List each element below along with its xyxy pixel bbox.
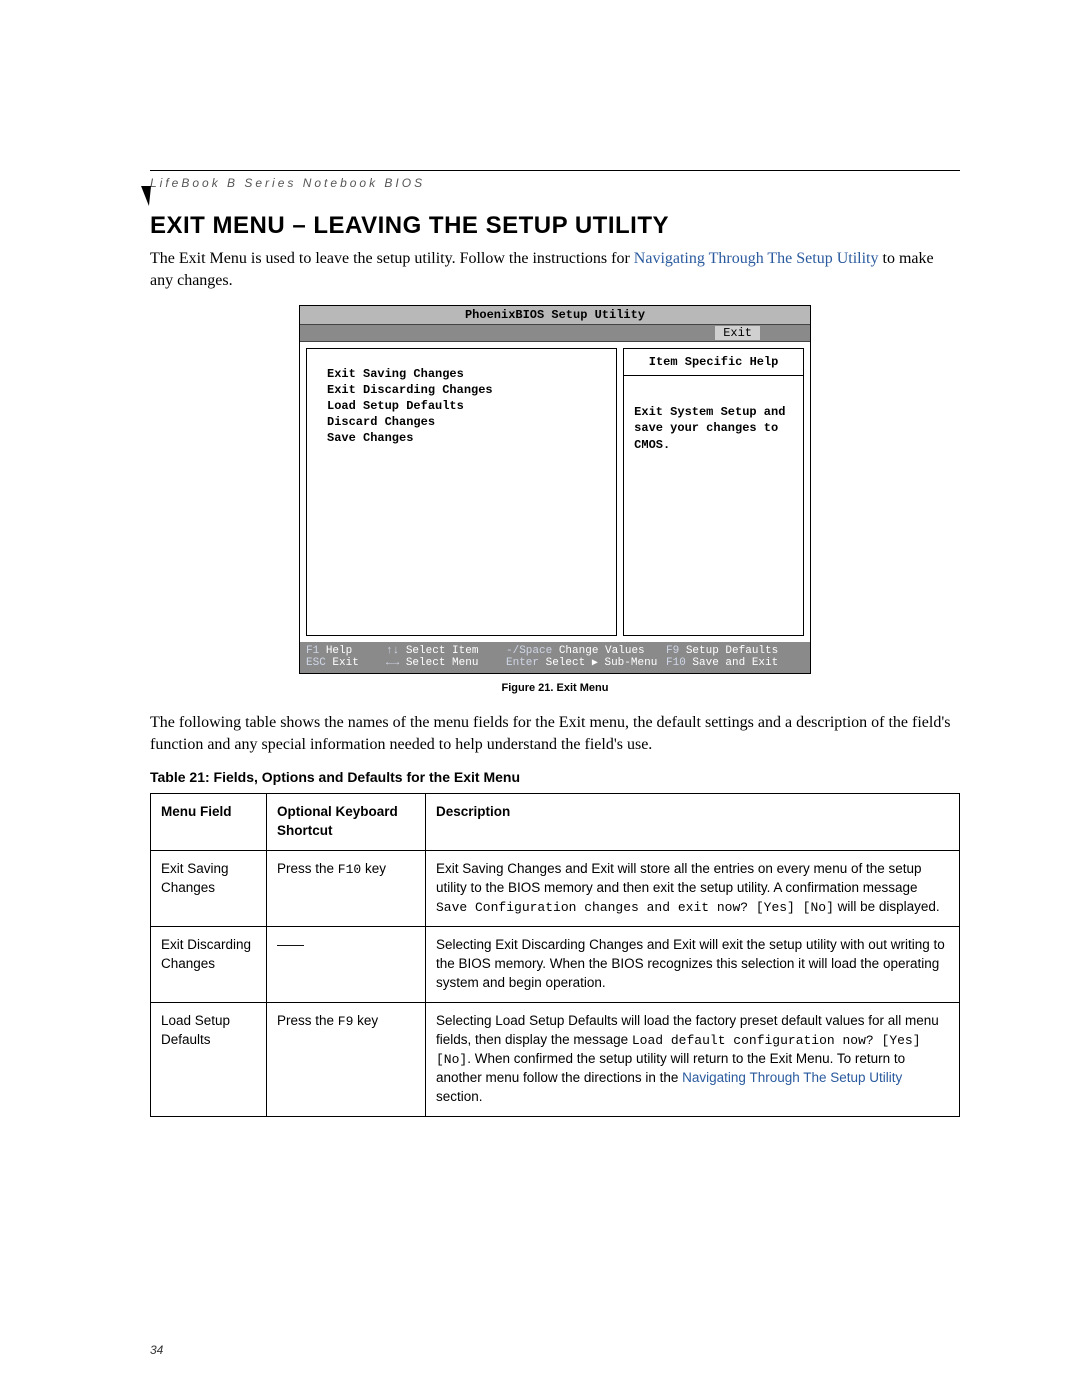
cell-description: Exit Saving Changes and Exit will store … — [426, 851, 960, 927]
table-row: Exit Saving Changes Press the F10 key Ex… — [151, 851, 960, 927]
key-esc-label: Exit — [332, 657, 358, 669]
help-title: Item Specific Help — [624, 349, 803, 376]
shortcut-pre: Press the — [277, 861, 338, 876]
bios-menu-list: Exit Saving Changes Exit Discarding Chan… — [306, 348, 617, 636]
bios-menu-item[interactable]: Save Changes — [327, 431, 604, 445]
bios-tab-exit[interactable]: Exit — [715, 326, 760, 340]
desc-link[interactable]: Navigating Through The Setup Utility — [682, 1070, 902, 1085]
key-arrows-v-label: Select Item — [406, 645, 479, 657]
bios-help-pane: Item Specific Help Exit System Setup and… — [623, 348, 804, 636]
th-shortcut: Optional Keyboard Shortcut — [267, 794, 426, 851]
submenu-triangle-icon: ▶ — [592, 658, 598, 669]
intro-paragraph: The Exit Menu is used to leave the setup… — [150, 248, 960, 291]
desc-code: Save Configuration changes and exit now?… — [436, 900, 834, 915]
table-row: Exit Dis­carding Changes —— Selecting Ex… — [151, 927, 960, 1003]
desc-part: Exit Saving Changes and Exit will store … — [436, 861, 922, 895]
cell-description: Selecting Load Setup Defaults will load … — [426, 1002, 960, 1116]
shortcut-post: key — [353, 1013, 378, 1028]
cell-field: Load Setup Defaults — [151, 1002, 267, 1116]
nav-link[interactable]: Navigating Through The Setup Utility — [634, 250, 879, 267]
th-description: Description — [426, 794, 960, 851]
cell-description: Selecting Exit Discarding Changes and Ex… — [426, 927, 960, 1003]
table-row: Load Setup Defaults Press the F9 key Sel… — [151, 1002, 960, 1116]
shortcut-code: F10 — [338, 862, 361, 877]
section-title: EXIT MENU – LEAVING THE SETUP UTILITY — [150, 212, 960, 240]
cell-shortcut: Press the F9 key — [267, 1002, 426, 1116]
help-body: Exit System Setup and save your changes … — [624, 376, 803, 463]
key-esc: ESC — [306, 657, 326, 669]
key-f1: F1 — [306, 645, 319, 657]
key-enter-label-pre: Select — [546, 657, 586, 669]
key-enter: Enter — [506, 657, 539, 669]
key-f10-label: Save and Exit — [692, 657, 778, 669]
cell-field: Exit Saving Changes — [151, 851, 267, 927]
corner-mark-icon — [139, 186, 151, 206]
key-f10: F10 — [666, 657, 686, 669]
bios-tabbar: Exit — [300, 325, 810, 342]
key-f9-label: Setup Defaults — [686, 645, 778, 657]
running-head: LifeBook B Series Notebook BIOS — [150, 176, 960, 190]
bios-menu-item[interactable]: Discard Changes — [327, 415, 604, 429]
table-header-row: Menu Field Optional Keyboard Shortcut De… — [151, 794, 960, 851]
shortcut-code: F9 — [338, 1014, 354, 1029]
key-change: -/Space — [506, 645, 552, 657]
cell-shortcut: —— — [267, 927, 426, 1003]
key-f9: F9 — [666, 645, 679, 657]
key-f1-label: Help — [326, 645, 352, 657]
figure-caption: Figure 21. Exit Menu — [150, 682, 960, 694]
bios-footer: F1 Help ↑↓ Select Item -/Space Change Va… — [300, 642, 810, 673]
shortcut-post: key — [361, 861, 386, 876]
key-arrows-h: ←→ — [386, 657, 399, 669]
shortcut-pre: Press the — [277, 1013, 338, 1028]
bios-menu-item[interactable]: Load Setup Defaults — [327, 399, 604, 413]
cell-field: Exit Dis­carding Changes — [151, 927, 267, 1003]
intro-pre: The Exit Menu is used to leave the setup… — [150, 250, 634, 267]
bios-window: PhoenixBIOS Setup Utility Exit Exit Savi… — [299, 305, 811, 674]
desc-part: will be displayed. — [834, 899, 940, 914]
bios-menu-item[interactable]: Exit Saving Changes — [327, 367, 604, 381]
key-change-label: Change Values — [559, 645, 645, 657]
bios-menu-item[interactable]: Exit Discarding Changes — [327, 383, 604, 397]
desc-part: section. — [436, 1089, 483, 1104]
exit-menu-table: Menu Field Optional Keyboard Shortcut De… — [150, 793, 960, 1116]
cell-shortcut: Press the F10 key — [267, 851, 426, 927]
page-number: 34 — [150, 1343, 163, 1357]
key-enter-label-post: Sub-Menu — [604, 657, 657, 669]
key-arrows-h-label: Select Menu — [406, 657, 479, 669]
header-rule — [150, 170, 960, 171]
after-fig-paragraph: The following table shows the names of t… — [150, 712, 960, 755]
bios-title: PhoenixBIOS Setup Utility — [300, 306, 810, 325]
key-arrows-v: ↑↓ — [386, 645, 399, 657]
th-menu-field: Menu Field — [151, 794, 267, 851]
table-title: Table 21: Fields, Options and Defaults f… — [150, 769, 960, 785]
